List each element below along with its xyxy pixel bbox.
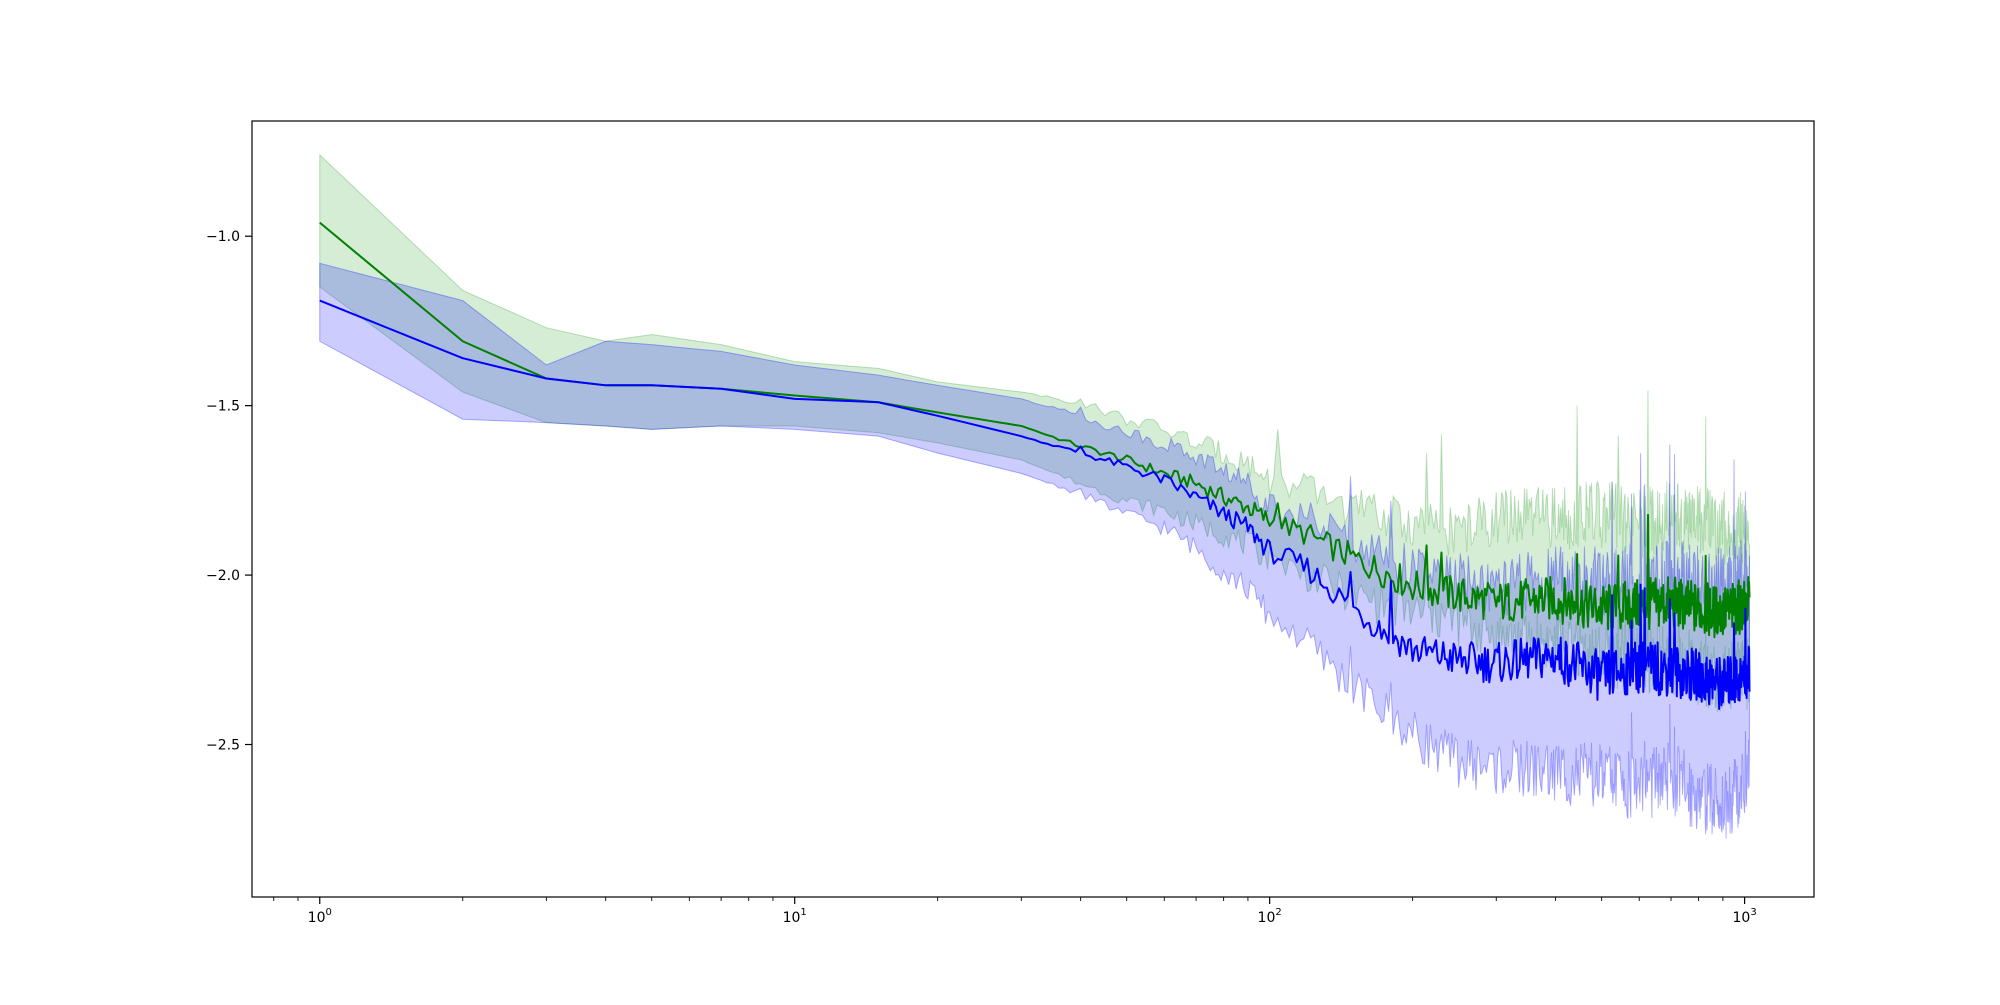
- x-tick-label-exponent: 1: [800, 907, 806, 918]
- x-tick-label-base: 10: [783, 910, 801, 926]
- x-tick-label: 101: [783, 907, 807, 926]
- confidence-bands: [319, 153, 1750, 839]
- x-tick-label-exponent: 0: [325, 907, 331, 918]
- series-lines: [319, 221, 1751, 710]
- y-tick-label: −1.5: [206, 399, 240, 415]
- series-1-line: [319, 221, 1751, 639]
- series-2-line: [319, 299, 1751, 710]
- x-tick-label: 100: [308, 907, 332, 926]
- y-tick-label: −1.0: [206, 229, 240, 245]
- y-tick-label: −2.0: [206, 568, 240, 584]
- x-tick-label-base: 10: [1732, 910, 1750, 926]
- x-tick-label: 102: [1258, 907, 1282, 926]
- x-tick-label: 103: [1732, 907, 1756, 926]
- y-tick-label: −2.5: [206, 738, 240, 754]
- x-tick-label-exponent: 2: [1275, 907, 1281, 918]
- x-axis: 100 101 102 103: [273, 897, 1757, 926]
- x-tick-label-exponent: 3: [1750, 907, 1756, 918]
- x-tick-label-base: 10: [308, 910, 326, 926]
- series-2-band: [319, 262, 1750, 839]
- y-axis: −1.0 −1.5 −2.0 −2.5: [206, 229, 252, 754]
- plot-frame: [251, 120, 1815, 898]
- x-tick-label-base: 10: [1258, 910, 1276, 926]
